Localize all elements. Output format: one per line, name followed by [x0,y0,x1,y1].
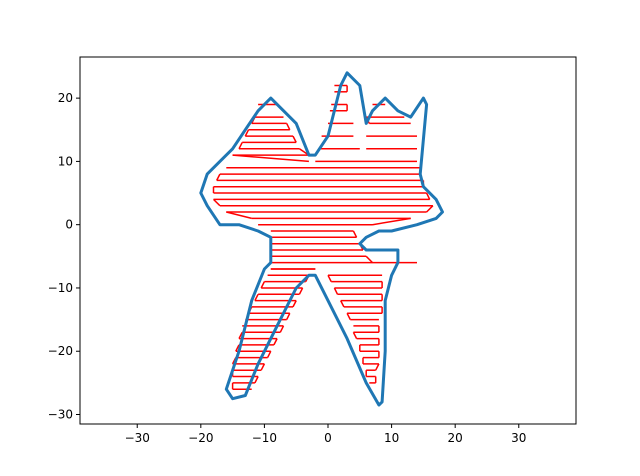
raster-turn-segment [260,363,266,371]
x-tick-label: 0 [324,431,332,445]
x-tick-label: 10 [384,431,399,445]
raster-turn-segment [254,293,259,301]
raster-turn-segment [365,255,374,264]
raster-turn-segment [286,312,291,320]
x-tick-label: −20 [188,431,213,445]
y-tick-label: 20 [58,91,73,105]
raster-turn-segment [375,363,380,371]
x-axis: −30 −20 −10 0 10 20 30 [125,424,526,445]
raster-turn-segment [254,376,259,384]
raster-turn-segment [372,217,411,226]
y-tick-label: −30 [48,408,73,422]
plot-area [80,57,576,424]
y-axis: −30 −20 −10 0 10 20 [48,91,80,422]
raster-turn-segment [425,192,431,200]
raster-turn-segment [244,129,250,137]
outline-layer [199,71,444,407]
raster-turn-segment [238,331,243,339]
raster-turn-segment [340,300,345,308]
x-tick-label: −30 [125,431,150,445]
raster-turn-segment [286,123,291,131]
raster-turn-segment [352,230,358,238]
y-tick-label: −20 [48,344,73,358]
raster-turn-segment [260,281,266,289]
raster-turn-segment [298,287,304,295]
raster-connector-line [232,154,309,163]
raster-turn-segment [327,274,332,282]
raster-turn-segment [226,211,252,220]
raster-turn-segment [212,198,221,207]
raster-turn-segment [279,325,285,333]
x-tick-label: 20 [448,431,463,445]
outline-series-line [199,71,444,407]
raster-turn-segment [333,287,339,295]
raster-turn-segment [292,300,297,308]
raster-path-layer [212,84,434,390]
raster-turn-segment [292,135,297,143]
raster-turn-segment [346,312,351,320]
raster-turn-segment [235,344,240,352]
y-tick-label: 10 [58,154,73,168]
raster-turn-segment [273,338,278,346]
x-tick-label: −10 [252,431,277,445]
x-tick-label: 30 [511,431,526,445]
raster-turn-segment [266,350,272,358]
raster-turn-segment [238,142,243,150]
y-tick-label: 0 [65,218,73,232]
raster-turn-segment [426,205,434,213]
raster-turn-segment [352,331,358,339]
y-tick-label: −10 [48,281,73,295]
raster-turn-segment [216,173,221,181]
